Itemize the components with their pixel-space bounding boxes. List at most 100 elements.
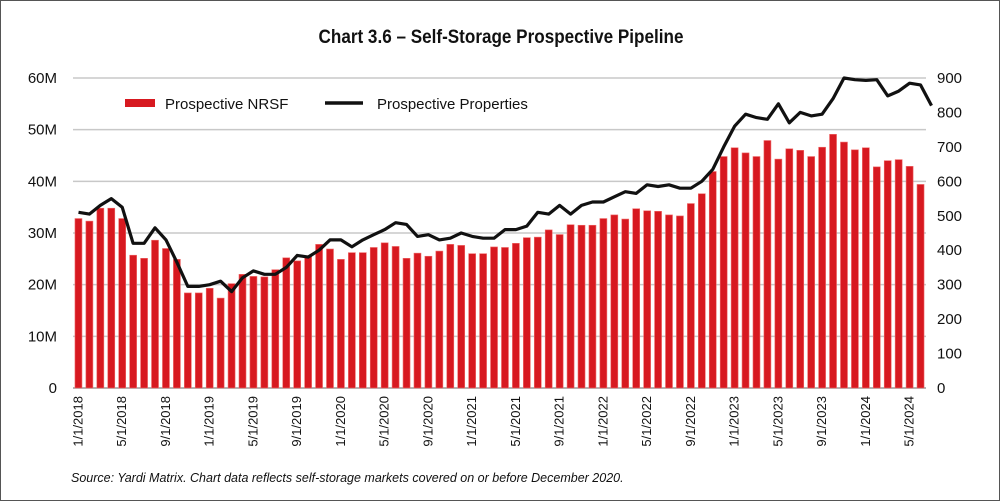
bar <box>468 253 476 389</box>
bar <box>741 152 750 389</box>
legend-label-nrsf: Prospective NRSF <box>165 96 288 113</box>
bar <box>271 269 280 389</box>
bar <box>763 140 772 389</box>
y-right-tick: 900 <box>937 70 962 87</box>
bar <box>840 141 848 389</box>
bar <box>851 149 859 389</box>
bar <box>501 247 509 389</box>
x-tick: 1/1/2022 <box>595 396 610 447</box>
bar <box>238 274 247 389</box>
bar <box>588 224 597 389</box>
bar <box>807 156 815 389</box>
bar <box>752 156 761 389</box>
bar <box>173 259 181 389</box>
x-tick: 9/1/2019 <box>289 396 304 447</box>
x-tick: 5/1/2022 <box>639 396 654 447</box>
bar <box>523 237 531 389</box>
bar <box>326 248 334 389</box>
bar <box>118 218 127 389</box>
bar <box>424 255 433 389</box>
y-left-tick: 10M <box>28 328 57 345</box>
bar <box>151 239 159 389</box>
y-right-tick: 800 <box>937 104 962 121</box>
bar <box>129 254 137 389</box>
y-left-tick: 40M <box>28 173 57 190</box>
bar <box>632 208 640 389</box>
bar <box>74 218 83 389</box>
bar <box>304 255 312 389</box>
bar <box>796 150 805 389</box>
x-tick: 9/1/2021 <box>552 396 567 447</box>
bar <box>654 211 662 389</box>
bar <box>282 257 291 389</box>
bar <box>413 252 422 389</box>
bar <box>140 258 148 389</box>
bar <box>227 283 236 389</box>
bar <box>872 166 881 389</box>
bar <box>544 229 553 389</box>
bar <box>916 184 925 389</box>
bar <box>457 245 466 389</box>
bar <box>380 242 389 389</box>
bar <box>216 297 225 389</box>
bar <box>435 250 444 389</box>
bar <box>883 160 892 389</box>
y-left-tick: 0 <box>49 380 57 397</box>
bar <box>205 287 214 389</box>
bar <box>315 244 323 389</box>
x-tick: 1/1/2023 <box>727 396 742 447</box>
bar <box>566 224 575 389</box>
bar <box>774 158 783 389</box>
x-tick: 9/1/2023 <box>814 396 829 447</box>
y-right-tick: 300 <box>937 277 962 294</box>
bar <box>708 171 717 389</box>
y-right-tick: 0 <box>937 380 945 397</box>
bar <box>533 236 542 389</box>
bar <box>85 220 94 389</box>
bar <box>184 292 192 389</box>
bar <box>577 224 586 389</box>
bar <box>785 148 794 389</box>
bar <box>107 207 116 389</box>
legend-bar-swatch <box>125 99 155 107</box>
y-right-tick: 700 <box>937 139 962 156</box>
bar <box>96 207 105 389</box>
y-right-tick: 600 <box>937 173 962 190</box>
bar <box>621 218 630 389</box>
bar <box>293 260 301 389</box>
x-tick: 5/1/2020 <box>377 396 392 447</box>
bar <box>337 259 345 389</box>
bar <box>599 218 608 389</box>
bar <box>490 246 498 389</box>
y-left-tick: 60M <box>28 70 57 87</box>
bar <box>446 244 455 389</box>
y-right-tick: 400 <box>937 242 962 259</box>
bar <box>862 147 870 389</box>
x-tick: 5/1/2019 <box>245 396 260 447</box>
x-tick: 5/1/2021 <box>508 396 523 447</box>
bar <box>359 252 367 389</box>
bar <box>194 292 203 389</box>
legend-label-properties: Prospective Properties <box>377 96 528 113</box>
bar <box>665 214 673 389</box>
bar <box>829 134 837 389</box>
x-tick: 1/1/2024 <box>858 396 873 447</box>
bar <box>348 252 356 389</box>
x-tick: 5/1/2018 <box>114 396 129 447</box>
y-right-tick: 200 <box>937 311 962 328</box>
bar <box>391 246 400 389</box>
y-right-tick: 100 <box>937 346 962 363</box>
properties-line <box>78 76 933 294</box>
source-note: Source: Yardi Matrix. Chart data reflect… <box>71 471 624 485</box>
x-tick: 9/1/2020 <box>420 396 435 447</box>
x-tick: 1/1/2020 <box>333 396 348 447</box>
x-tick: 9/1/2018 <box>158 396 173 447</box>
y-left-tick: 30M <box>28 225 57 242</box>
bar <box>402 258 411 389</box>
x-tick: 1/1/2021 <box>464 396 479 447</box>
bar <box>894 159 903 389</box>
bar <box>249 276 258 389</box>
bar <box>643 210 651 389</box>
